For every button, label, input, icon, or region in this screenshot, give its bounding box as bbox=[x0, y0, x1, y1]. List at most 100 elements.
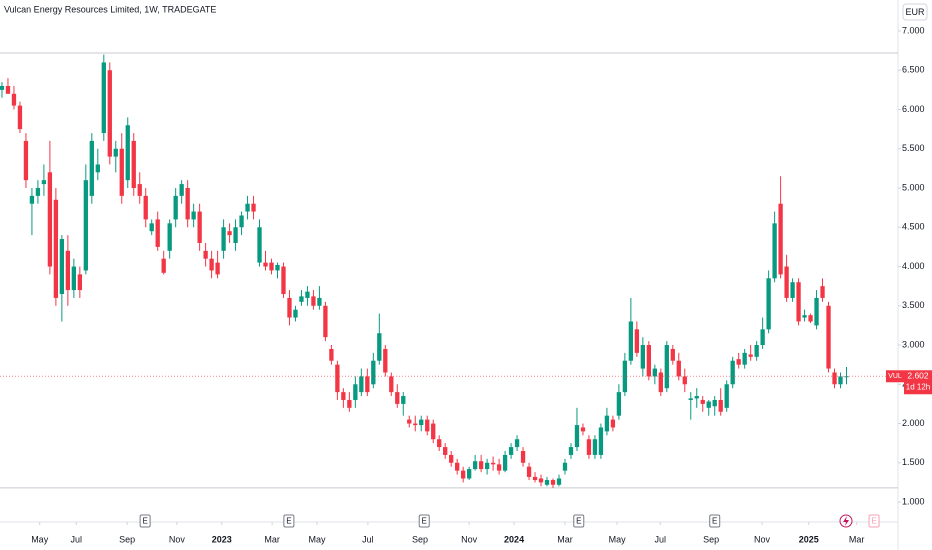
currency[interactable]: EUR bbox=[905, 7, 925, 17]
candle-body bbox=[568, 447, 574, 455]
candle-body bbox=[245, 203, 250, 212]
y-tick-label: 3.500 bbox=[902, 300, 925, 310]
candle-body bbox=[508, 447, 514, 455]
candle-body bbox=[107, 70, 112, 157]
y-tick-label: 6.500 bbox=[902, 65, 925, 75]
x-tick-label: Nov bbox=[754, 534, 771, 544]
candle-body bbox=[449, 454, 454, 463]
lightning-icon[interactable] bbox=[839, 514, 853, 528]
candle-body bbox=[778, 203, 783, 275]
candle-body bbox=[209, 258, 214, 271]
candle-body bbox=[335, 364, 340, 393]
candle-body bbox=[670, 348, 675, 361]
x-tick-label: Jul bbox=[362, 534, 374, 544]
candle-body bbox=[191, 211, 196, 220]
candle-body bbox=[826, 305, 831, 369]
event-box bbox=[868, 514, 880, 528]
candle-body bbox=[586, 439, 592, 455]
event-label: E bbox=[286, 517, 291, 526]
candle-body bbox=[101, 62, 106, 134]
x-tick-label: May bbox=[309, 534, 327, 544]
candle-body bbox=[634, 329, 640, 353]
candle-body bbox=[239, 215, 244, 228]
candle-body bbox=[724, 384, 729, 408]
y-tick-label: 4.500 bbox=[902, 222, 925, 232]
event-label: E bbox=[576, 517, 581, 526]
candle-body bbox=[640, 345, 646, 369]
candle-body bbox=[712, 399, 717, 407]
y-tick-label: 5.500 bbox=[902, 143, 925, 153]
candle-body bbox=[772, 223, 777, 279]
event-label: E bbox=[422, 517, 427, 526]
candle-body bbox=[425, 419, 430, 432]
event-marker[interactable]: E bbox=[139, 514, 151, 528]
x-tick-label: Mar bbox=[849, 534, 865, 544]
event-marker[interactable]: E bbox=[418, 514, 430, 528]
candle-body bbox=[383, 348, 388, 373]
candle-body bbox=[47, 172, 53, 267]
event-box bbox=[709, 514, 721, 528]
candle-body bbox=[287, 297, 292, 318]
x-tick-label: 2025 bbox=[799, 534, 819, 544]
currency-box[interactable] bbox=[902, 3, 928, 21]
y-tick-label: 2.000 bbox=[902, 418, 925, 428]
candle-body bbox=[431, 423, 436, 440]
candle-body bbox=[395, 392, 400, 404]
candle-body bbox=[520, 451, 526, 463]
candle-body bbox=[221, 227, 226, 251]
y-tick-label: 7.000 bbox=[902, 25, 925, 35]
candle-body bbox=[706, 401, 711, 408]
candle-body bbox=[203, 250, 208, 259]
countdown-label: 1d 12h bbox=[906, 382, 930, 391]
candle-body bbox=[365, 376, 370, 393]
x-tick-label: Jul bbox=[654, 534, 666, 544]
candle-body bbox=[413, 423, 418, 426]
candle-body bbox=[502, 454, 508, 471]
candle-body bbox=[676, 360, 681, 377]
candle-body bbox=[472, 461, 478, 470]
event-marker[interactable]: E bbox=[573, 514, 585, 528]
candle-body bbox=[700, 399, 705, 404]
candle-body bbox=[808, 315, 813, 322]
candle-body bbox=[11, 93, 17, 106]
candle-body bbox=[125, 125, 130, 181]
event-marker[interactable]: E bbox=[283, 514, 295, 528]
symbol-label: VUL bbox=[888, 373, 902, 380]
x-tick-label: Mar bbox=[264, 534, 280, 544]
x-tick-label: Sep bbox=[119, 534, 135, 544]
candle-body bbox=[562, 462, 568, 471]
candle-body bbox=[53, 199, 59, 298]
event-label: E bbox=[142, 517, 147, 526]
candle-body bbox=[83, 180, 88, 271]
candle-body bbox=[119, 148, 124, 196]
candle-body bbox=[580, 427, 586, 432]
candle-body bbox=[616, 392, 622, 416]
candle-body bbox=[544, 480, 550, 485]
candle-body bbox=[784, 266, 789, 298]
candle-body bbox=[437, 439, 442, 448]
candle-body bbox=[215, 262, 220, 275]
candle-body bbox=[832, 372, 837, 385]
candle-body bbox=[598, 427, 604, 455]
candle-body bbox=[71, 266, 77, 291]
candle-body bbox=[95, 164, 100, 173]
event-marker[interactable]: E bbox=[868, 514, 880, 528]
x-tick-label: May bbox=[31, 534, 49, 544]
symbol-box bbox=[886, 370, 904, 383]
y-tick-label: 1.500 bbox=[902, 457, 925, 467]
candle-body bbox=[281, 266, 286, 294]
y-tick-label: 4.000 bbox=[902, 261, 925, 271]
candle-body bbox=[143, 195, 148, 220]
candle-body bbox=[329, 348, 334, 361]
candle-body bbox=[682, 376, 687, 385]
candle-body bbox=[269, 262, 274, 271]
candle-body bbox=[838, 376, 843, 385]
candle-body bbox=[730, 360, 735, 385]
x-tick-label: Nov bbox=[461, 534, 478, 544]
candle-body bbox=[89, 140, 94, 196]
event-marker[interactable]: E bbox=[709, 514, 721, 528]
candle-body bbox=[275, 264, 280, 271]
candle-body bbox=[305, 291, 310, 298]
candle-body bbox=[41, 180, 47, 185]
